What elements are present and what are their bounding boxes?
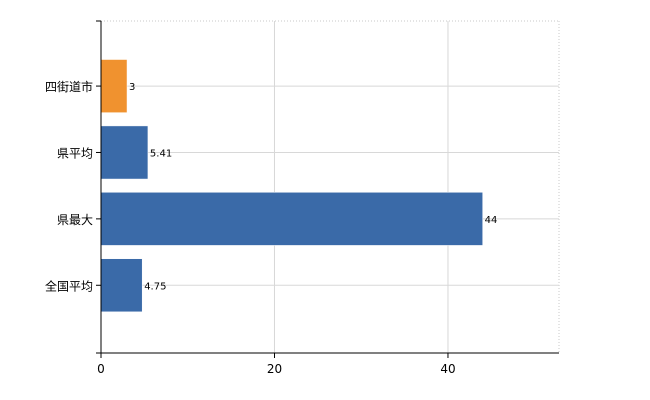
y-tick-label: 県平均 [57, 146, 93, 160]
bars-layer [100, 59, 483, 313]
x-tick-label: 20 [267, 362, 282, 376]
y-tick-label: 県最大 [57, 213, 93, 227]
data-label: 5.41 [150, 148, 172, 159]
bar [100, 192, 483, 246]
data-label: 4.75 [144, 281, 166, 292]
data-label: 44 [485, 215, 498, 226]
bar [100, 125, 149, 180]
grid-layer [101, 20, 560, 353]
y-tick-label: 四街道市 [45, 79, 93, 94]
x-tick-label: 0 [97, 362, 105, 376]
bar [100, 258, 143, 313]
bar [100, 59, 128, 113]
data-label: 3 [129, 82, 135, 93]
labels-layer: 3 四街道市 5.41 県平均 44 県最大 4.75 全国平均 0 20 40 [45, 79, 497, 376]
y-tick-label: 全国平均 [45, 278, 93, 293]
x-tick-label: 40 [440, 362, 455, 376]
axes-layer [96, 20, 559, 358]
